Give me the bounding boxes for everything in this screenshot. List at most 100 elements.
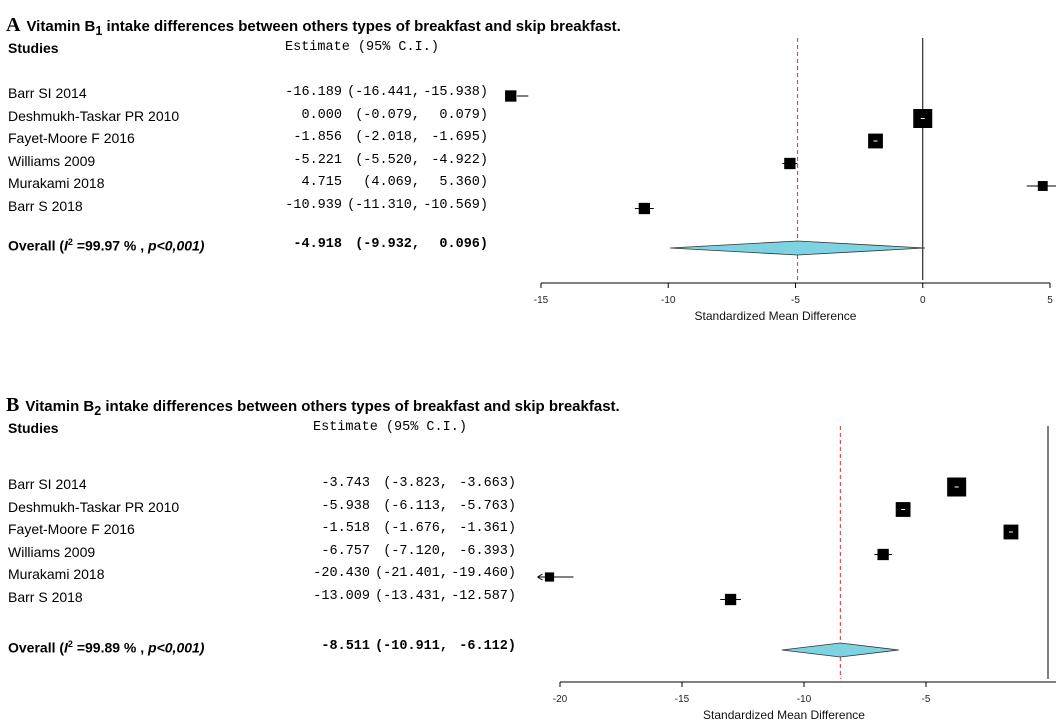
study-row: Deshmukh-Taskar PR 2010 -5.938 (-6.113, -5.… bbox=[0, 499, 540, 521]
ci-upper: -10.569) bbox=[423, 197, 488, 213]
study-row: Barr S 2018 -13.009 (-13.431, -12.587) bbox=[0, 589, 540, 611]
overall-label: Overall (I2 =99.89 % , p<0,001) bbox=[8, 639, 204, 656]
i-squared-superscript: 2 bbox=[67, 237, 73, 247]
estimate-value: -1.518 bbox=[321, 521, 370, 536]
study-name: Barr S 2018 bbox=[8, 197, 83, 214]
study-name: Barr SI 2014 bbox=[8, 476, 87, 492]
overall-prefix: Overall ( bbox=[8, 639, 65, 656]
study-row: Murakami 2018 -20.430 (-21.401, -19.460) bbox=[0, 566, 540, 588]
study-marker bbox=[634, 202, 654, 215]
study-name: Williams 2009 bbox=[8, 152, 96, 169]
header-estimate: Estimate (95% C.I.) bbox=[285, 40, 439, 55]
i-squared-symbol: I bbox=[64, 237, 68, 254]
study-row: Barr SI 2014 -16.189 (-16.441, -15.938) bbox=[0, 85, 540, 107]
ci-lower: (-6.113, bbox=[383, 498, 448, 514]
panel-title-text: Vitamin B2 intake differences between ot… bbox=[25, 398, 620, 418]
x-tick-label: -20 bbox=[553, 694, 568, 705]
overall-row: Overall (I2 =99.97 % , p<0,001) -4.918 (-9… bbox=[0, 237, 540, 259]
ci-upper: -1.695) bbox=[431, 130, 488, 145]
study-marker bbox=[537, 572, 574, 582]
x-tick-label: -10 bbox=[661, 295, 676, 306]
ci-lower: (-0.079, bbox=[355, 107, 420, 123]
ci-lower: (-16.441, bbox=[347, 85, 420, 100]
estimate-value: 4.715 bbox=[301, 175, 342, 190]
forest-plot-a: -15 -10 -5 0 5 Standardized Mean Difference bbox=[505, 38, 1056, 323]
effect-square bbox=[724, 593, 737, 606]
study-marker bbox=[868, 133, 883, 149]
forest-panel-a: A Vitamin B1 intake differences between o… bbox=[0, 0, 1057, 360]
ci-upper: 5.360) bbox=[439, 175, 488, 190]
x-tick-label: -5 bbox=[791, 295, 800, 306]
ci-arrow bbox=[537, 573, 543, 581]
estimate-value: -5.221 bbox=[293, 152, 342, 168]
ci-upper: -5.763) bbox=[459, 498, 516, 514]
effect-square bbox=[638, 202, 651, 215]
i-squared-value: =99.89 % , bbox=[72, 639, 149, 656]
ci-lower: (-5.520, bbox=[355, 152, 420, 168]
header-studies: Studies bbox=[8, 40, 59, 56]
overall-row: Overall (I2 =99.89 % , p<0,001) -8.511 (-1… bbox=[0, 639, 540, 661]
ci-lower: (-10.911, bbox=[375, 639, 448, 654]
p-value: p<0,001) bbox=[148, 237, 205, 254]
ci-upper: -6.112) bbox=[459, 639, 516, 654]
overall-label: Overall (I2 =99.97 % , p<0,001) bbox=[8, 237, 204, 254]
study-row: Barr SI 2014 -3.743 (-3.823, -3.663) bbox=[0, 476, 540, 498]
ci-upper: -6.393) bbox=[459, 543, 516, 559]
ci-lower: (-3.823, bbox=[383, 476, 448, 491]
x-tick-label: -10 bbox=[797, 694, 812, 705]
study-marker bbox=[505, 90, 529, 102]
ci-lower: (4.069, bbox=[363, 175, 420, 190]
ci-upper: 0.096) bbox=[439, 237, 488, 252]
panel-title: A Vitamin B1 intake differences between o… bbox=[6, 14, 621, 38]
x-tick-label: 0 bbox=[920, 295, 926, 306]
estimate-value: -13.009 bbox=[313, 588, 370, 604]
ci-upper: -15.938) bbox=[423, 85, 488, 100]
x-axis-title: Standardized Mean Difference bbox=[703, 708, 865, 722]
header-studies: Studies bbox=[8, 420, 59, 436]
study-name: Murakami 2018 bbox=[8, 175, 105, 191]
ci-lower: (-11.310, bbox=[347, 197, 420, 213]
estimate-value: -4.918 bbox=[293, 237, 342, 252]
study-row: Williams 2009 -6.757 (-7.120, -6.393) bbox=[0, 544, 540, 566]
study-marker bbox=[895, 502, 911, 517]
forest-panel-b: B Vitamin B2 intake differences between o… bbox=[0, 380, 1057, 727]
effect-square bbox=[784, 157, 796, 170]
estimate-value: -1.856 bbox=[293, 130, 342, 145]
ci-upper: -3.663) bbox=[459, 476, 516, 491]
study-row: Williams 2009 -5.221 (-5.520, -4.922) bbox=[0, 153, 540, 175]
study-name: Fayet-Moore F 2016 bbox=[8, 130, 135, 146]
ci-upper: -1.361) bbox=[459, 521, 516, 536]
overall-diamond bbox=[669, 240, 926, 256]
x-axis-title: Standardized Mean Difference bbox=[695, 309, 857, 323]
ci-lower: (-21.401, bbox=[375, 566, 448, 581]
study-marker bbox=[1026, 181, 1056, 191]
panel-title-text: Vitamin B1 intake differences between ot… bbox=[26, 18, 621, 38]
panel-letter: A bbox=[6, 14, 21, 36]
x-tick-label: -15 bbox=[675, 694, 690, 705]
study-row: Deshmukh-Taskar PR 2010 0.000 (-0.079, 0.07… bbox=[0, 108, 540, 130]
study-name: Deshmukh-Taskar PR 2010 bbox=[8, 498, 180, 515]
ci-upper: -12.587) bbox=[451, 588, 516, 604]
i-squared-superscript: 2 bbox=[67, 639, 73, 649]
study-row: Barr S 2018 -10.939 (-11.310, -10.569) bbox=[0, 198, 540, 220]
study-marker bbox=[947, 477, 967, 497]
effect-square bbox=[544, 572, 555, 582]
estimate-value: -5.938 bbox=[321, 498, 370, 514]
estimate-value: -10.939 bbox=[285, 197, 342, 213]
panel-letter: B bbox=[6, 394, 20, 416]
header-estimate: Estimate (95% C.I.) bbox=[313, 420, 467, 435]
ci-lower: (-1.676, bbox=[383, 521, 448, 536]
effect-square bbox=[877, 548, 889, 561]
ci-upper: -19.460) bbox=[451, 566, 516, 581]
forest-plot-b: -20 -15 -10 -5 Standardized Mean Difference bbox=[537, 426, 1056, 722]
study-marker bbox=[782, 157, 798, 170]
x-tick-label: -15 bbox=[534, 295, 549, 306]
overall-diamond bbox=[781, 642, 899, 658]
study-name: Deshmukh-Taskar PR 2010 bbox=[8, 107, 180, 124]
study-row: Murakami 2018 4.715 (4.069, 5.360) bbox=[0, 175, 540, 197]
study-marker bbox=[720, 593, 741, 606]
study-name: Fayet-Moore F 2016 bbox=[8, 521, 135, 537]
ci-upper: -4.922) bbox=[431, 152, 488, 168]
study-row: Fayet-Moore F 2016 -1.518 (-1.676, -1.361) bbox=[0, 521, 540, 543]
study-marker bbox=[1003, 524, 1019, 540]
